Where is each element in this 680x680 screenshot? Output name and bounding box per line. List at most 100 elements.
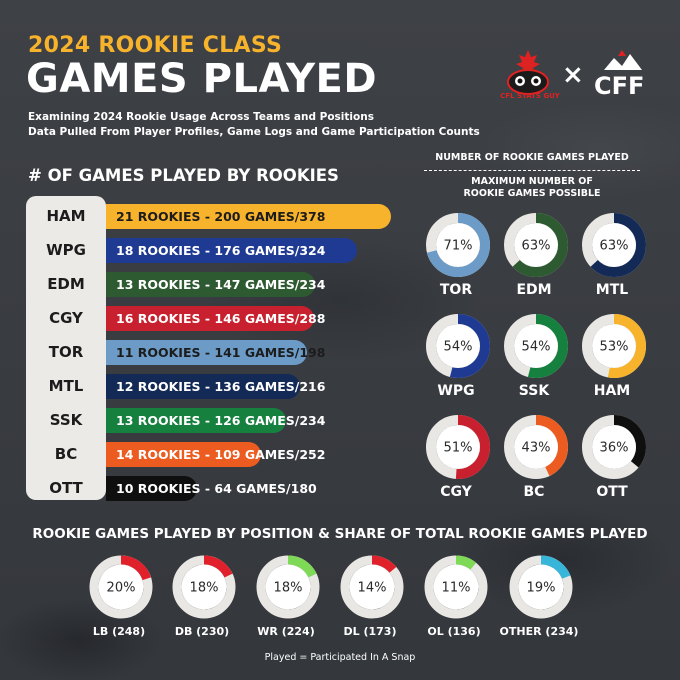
position-donut-db-ring-center [181,564,227,610]
position-donut-db-ring: 18% [172,555,236,619]
bar-cgy [106,306,314,331]
team-donut-cgy: 51% CGY [421,410,491,500]
description: Examining 2024 Rookie Usage Across Teams… [28,110,480,140]
position-donut-wr-ring-center [265,564,311,610]
team-label-wpg: WPG [46,241,86,259]
team-donut-label-wpg: WPG [437,383,475,399]
team-donut-ott-ring-value [582,415,646,479]
position-donut-lb: 20% LB (248) [85,551,153,645]
position-donut-other-ring-center [518,564,564,610]
position-donut-label-wr: WR (224) [257,625,315,638]
position-donut-label-db: DB (230) [174,625,230,638]
description-line-2: Data Pulled From Player Profiles, Game L… [28,126,480,138]
page-subtitle: 2024 ROOKIE CLASS [28,33,283,58]
cfl-stats-guy-logo [507,50,549,95]
position-donut-other-ring: 19% [509,555,573,619]
team-donut-cgy-ring-value [426,415,490,479]
team-donut-label-ott: OTT [596,484,628,500]
team-donut-ham: 53% HAM [577,309,647,399]
logo-area: CFL STATS GUY × CFF [500,40,660,110]
bar-label-ssk: 13 ROOKIES - 126 GAMES/234 [116,413,326,428]
bar-mtl [106,374,300,399]
team-donut-bc-ring-value [504,415,568,479]
team-label-tor: TOR [48,343,84,361]
position-donut-label-ol: OL (136) [427,625,481,638]
team-donut-wpg: 54% WPG [421,309,491,399]
position-donut-wr-ring-value [256,555,320,619]
bar-label-mtl: 12 ROOKIES - 136 GAMES/216 [116,379,326,394]
team-donut-bc-ring: 43% [504,415,568,479]
team-donut-edm-ring-value [504,213,568,277]
team-donut-edm: 63% EDM [499,208,569,298]
team-donut-tor-ring-value [426,213,490,277]
team-donut-wpg-ring-center [436,324,480,368]
team-donut-ham-ring-value [582,314,646,378]
team-donut-tor-percent: 71% [444,239,473,254]
position-donut-label-dl: DL (173) [343,625,397,638]
team-donut-mtl-ring-value [582,213,646,277]
donut-header-bottom-line-2: ROOKIE GAMES POSSIBLE [463,188,601,199]
logo-separator: × [562,60,584,90]
team-donut-bc: 43% BC [499,410,569,500]
bar-label-tor: 11 ROOKIES - 141 GAMES/198 [116,345,326,360]
team-donut-ssk-ring-center [514,324,558,368]
position-donut-other: 19% OTHER (234) [500,551,578,645]
position-donut-ol-ring-value [424,555,488,619]
donut-header-divider [424,170,640,171]
position-section-title: ROOKIE GAMES PLAYED BY POSITION & SHARE … [32,526,648,542]
team-donut-ham-ring-center [592,324,636,368]
team-donut-wpg-percent: 54% [444,340,473,355]
cff-wordmark: CFF [594,72,645,100]
team-donut-ott: 36% OTT [577,410,647,500]
position-donut-db-percent: 18% [190,581,219,596]
bar-label-bc: 14 ROOKIES - 109 GAMES/252 [116,447,326,462]
team-donut-cgy-ring-center [436,425,480,469]
team-label-ott: OTT [49,479,83,497]
cff-logo [604,50,642,70]
position-donut-other-percent: 19% [527,581,556,596]
position-donut-lb-percent: 20% [107,581,136,596]
team-donut-ssk-ring-value [504,314,568,378]
team-donut-ott-percent: 36% [600,441,629,456]
team-label-ham: HAM [46,207,86,225]
team-donut-wpg-ring: 54% [426,314,490,378]
team-donut-cgy-ring: 51% [426,415,490,479]
team-donut-ssk: 54% SSK [499,309,569,399]
position-donut-dl-percent: 14% [358,581,387,596]
bar-label-ott: 10 ROOKIES - 64 GAMES/180 [116,481,317,496]
team-donut-label-ham: HAM [593,383,631,399]
team-donut-label-bc: BC [523,484,545,500]
team-donut-edm-ring: 63% [504,213,568,277]
team-donut-tor-ring: 71% [426,213,490,277]
cfl-stats-guy-wordmark: CFL STATS GUY [500,92,560,100]
team-donut-edm-percent: 63% [522,239,551,254]
team-label-edm: EDM [47,275,85,293]
position-donut-db-ring-value [172,555,236,619]
team-label-cgy: CGY [49,309,83,327]
team-donut-label-ssk: SSK [518,383,550,399]
team-donut-bc-percent: 43% [522,441,551,456]
donut-header-bottom: MAXIMUM NUMBER OF ROOKIE GAMES POSSIBLE [420,176,644,200]
bar-label-wpg: 18 ROOKIES - 176 GAMES/324 [116,243,326,258]
team-donut-ssk-percent: 54% [522,340,551,355]
team-donut-mtl-ring: 63% [582,213,646,277]
position-donut-label-lb: LB (248) [92,625,146,638]
team-donut-ham-ring: 53% [582,314,646,378]
bar-wpg [106,238,357,263]
team-donut-label-tor: TOR [439,282,473,298]
position-donut-lb-ring: 20% [89,555,153,619]
footnote: Played = Participated In A Snap [264,652,416,663]
position-donut-other-ring-value [509,555,573,619]
bar-label-cgy: 16 ROOKIES - 146 GAMES/288 [116,311,326,326]
team-donut-mtl-ring-center [592,223,636,267]
page-title: GAMES PLAYED [26,56,378,102]
bar-label-ham: 21 ROOKIES - 200 GAMES/378 [116,209,326,224]
position-donut-db: 18% DB (230) [168,551,236,645]
team-label-ssk: SSK [49,411,83,429]
position-donut-label-other: OTHER (234) [499,625,579,638]
position-donut-ol-percent: 11% [442,581,471,596]
team-donut-ott-ring: 36% [582,415,646,479]
position-donut-wr: 18% WR (224) [252,551,320,645]
bar-edm [106,272,315,297]
team-donut-edm-ring-center [514,223,558,267]
